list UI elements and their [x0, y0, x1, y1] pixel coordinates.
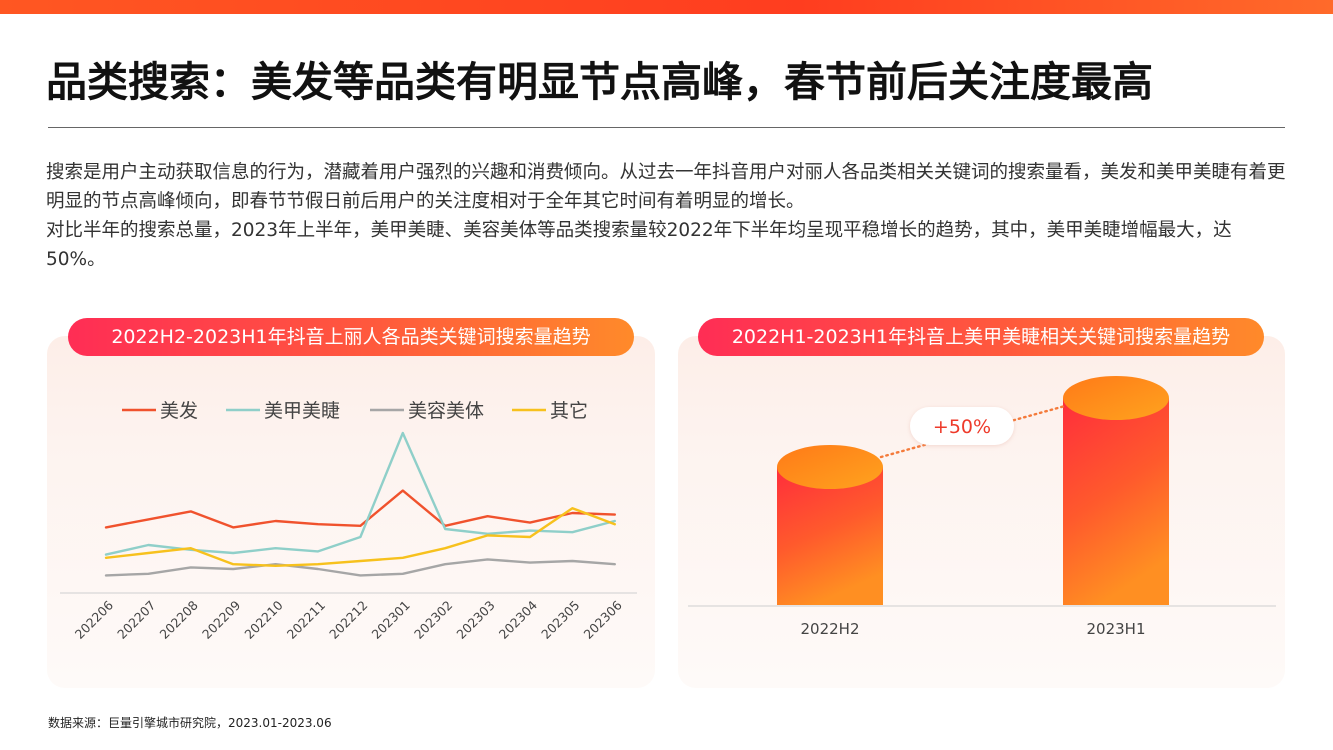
- x-tick-label: 202209: [199, 597, 243, 641]
- bar-top-2023H1: [1063, 376, 1169, 420]
- legend-label: 美容美体: [408, 400, 484, 422]
- x-tick-label: 202301: [369, 598, 413, 642]
- x-tick-label: 202212: [326, 598, 370, 642]
- x-tick-label: 202211: [284, 598, 328, 642]
- page-title: 品类搜索：美发等品类有明显节点高峰，春节前后关注度最高: [46, 58, 1153, 106]
- x-tick-label: 202210: [241, 597, 285, 641]
- x-tick-label: 202306: [581, 597, 625, 641]
- bar-2023H1: [1063, 398, 1169, 605]
- top-accent-bar: [0, 0, 1333, 14]
- intro-text: 搜索是用户主动获取信息的行为，潜藏着用户强烈的兴趣和消费倾向。从过去一年抖音用户…: [46, 158, 1286, 274]
- series-line-3: [104, 507, 616, 567]
- legend-label: 美甲美睫: [264, 400, 340, 422]
- series-line-2: [104, 558, 616, 577]
- data-source-note: 数据来源：巨量引擎城市研究院，2023.01-2023.06: [48, 716, 332, 730]
- series-line-0: [104, 489, 616, 529]
- x-tick-label: 202207: [114, 598, 158, 642]
- title-divider: [48, 127, 1285, 128]
- growth-label: +50%: [933, 416, 991, 438]
- line-chart-panel: [47, 336, 655, 688]
- growth-badge: [910, 407, 1014, 445]
- x-tick-label: 2022H2: [801, 620, 860, 638]
- bar-chart-title: 2022H1-2023H1年抖音上美甲美睫相关关键词搜索量趋势: [698, 318, 1264, 356]
- series-line-1: [104, 431, 616, 556]
- x-tick-label: 2023H1: [1087, 620, 1146, 638]
- legend-label: 其它: [550, 400, 588, 422]
- x-tick-label: 202304: [496, 597, 540, 641]
- x-tick-label: 202208: [157, 597, 201, 641]
- bar-2022H2: [777, 467, 883, 605]
- intro-paragraph-1: 搜索是用户主动获取信息的行为，潜藏着用户强烈的兴趣和消费倾向。从过去一年抖音用户…: [46, 162, 1286, 212]
- x-tick-label: 202302: [411, 598, 455, 642]
- line-chart: 2022062022072022082022092022102022112022…: [60, 400, 637, 642]
- x-tick-label: 202305: [538, 598, 582, 642]
- bar-chart: 2022H2 2023H1 +50%: [688, 376, 1276, 638]
- line-chart-title: 2022H2-2023H1年抖音上丽人各品类关键词搜索量趋势: [68, 318, 634, 356]
- intro-paragraph-2: 对比半年的搜索总量，2023年上半年，美甲美睫、美容美体等品类搜索量较2022年…: [46, 220, 1232, 270]
- bar-top-2022H2: [777, 445, 883, 489]
- legend-label: 美发: [160, 400, 198, 422]
- x-tick-label: 202303: [453, 598, 497, 642]
- x-tick-label: 202206: [72, 597, 116, 641]
